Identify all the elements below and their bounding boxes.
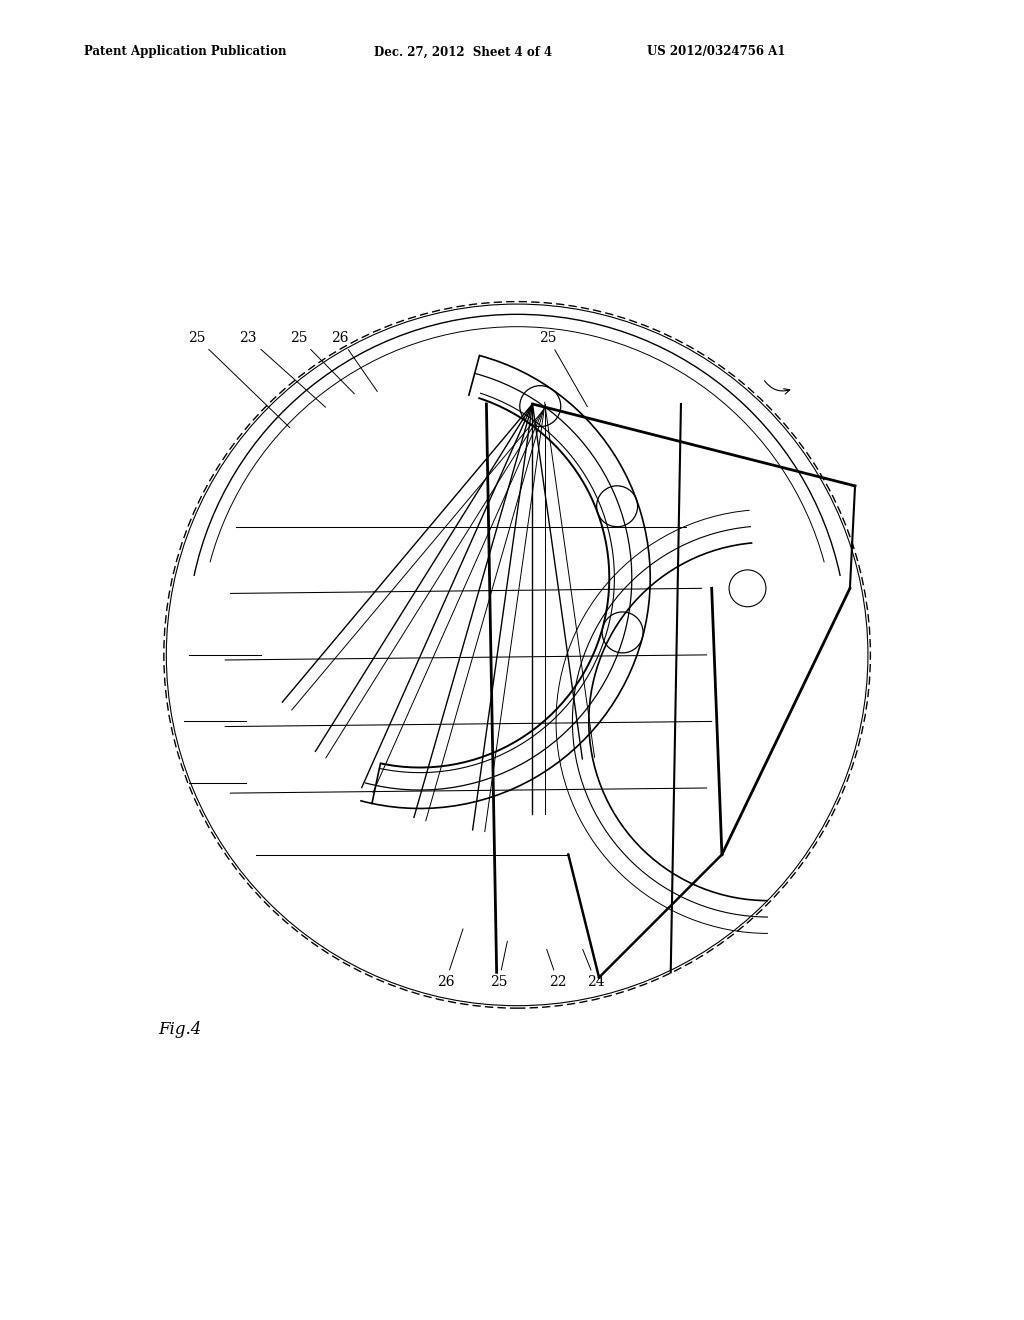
Text: 25: 25 xyxy=(489,941,508,990)
Text: 25: 25 xyxy=(539,330,588,407)
Text: 22: 22 xyxy=(547,949,567,990)
Text: 25: 25 xyxy=(187,330,290,428)
Text: Dec. 27, 2012  Sheet 4 of 4: Dec. 27, 2012 Sheet 4 of 4 xyxy=(374,45,552,58)
Text: Fig.4: Fig.4 xyxy=(159,1020,202,1038)
Text: US 2012/0324756 A1: US 2012/0324756 A1 xyxy=(647,45,785,58)
Text: 24: 24 xyxy=(583,949,605,990)
Text: 23: 23 xyxy=(239,330,326,408)
Text: 25: 25 xyxy=(290,330,354,393)
Text: 26: 26 xyxy=(331,330,377,392)
Text: 26: 26 xyxy=(436,929,463,990)
Text: Patent Application Publication: Patent Application Publication xyxy=(84,45,287,58)
